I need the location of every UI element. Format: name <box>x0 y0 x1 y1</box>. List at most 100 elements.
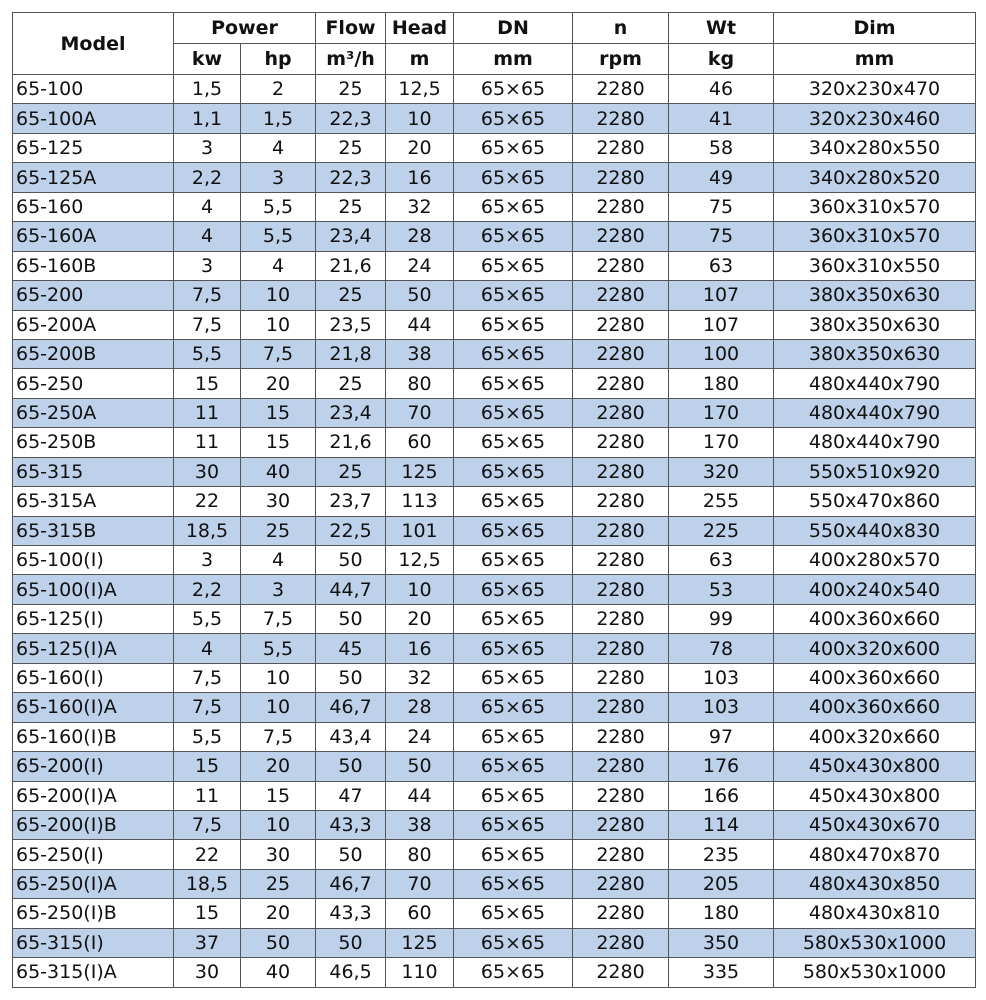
value-cell: 97 <box>668 721 775 753</box>
value-cell: 550x510x920 <box>773 456 977 488</box>
value-cell: 65×65 <box>453 427 574 458</box>
unit-header: hp <box>239 43 317 75</box>
value-cell: 480x440x790 <box>773 368 977 399</box>
value-cell: 65×65 <box>453 456 574 488</box>
value-cell: 16 <box>385 633 455 664</box>
table-row: 65-250(I) 22 30 50 80 65×65 2280 235 480x470x870 <box>12 839 977 870</box>
value-cell: 110 <box>385 957 455 988</box>
value-cell: 53 <box>668 574 775 605</box>
value-cell: 78 <box>668 633 775 664</box>
table-row: 65-125A 2,2 3 22,3 16 65×65 2280 49 340x280x520 <box>12 162 977 193</box>
table-row: 65-250(I)A 18,5 25 46,7 70 65×65 2280 205 480x43… <box>12 868 977 900</box>
model-cell: 65-200(I) <box>12 751 174 782</box>
value-cell: 50 <box>385 751 455 782</box>
value-cell: 2280 <box>572 191 670 223</box>
value-cell: 20 <box>239 751 317 782</box>
value-cell: 2280 <box>572 809 670 841</box>
table-row: 65-315(I) 37 50 50 125 65×65 2280 350 580x530x10… <box>12 927 977 959</box>
value-cell: 80 <box>385 368 455 399</box>
table-row: 65-250B 11 15 21,6 60 65×65 2280 170 480x440x790 <box>12 427 977 458</box>
header-row: Model Power Flow Head DN n Wt Dim <box>12 12 977 75</box>
value-cell: 2280 <box>572 456 670 488</box>
value-cell: 5,5 <box>239 633 317 664</box>
table-row: 65-200(I)B 7,5 10 43,3 38 65×65 2280 114 450x430… <box>12 809 977 841</box>
table-row: 65-125 3 4 25 20 65×65 2280 58 340x280x550 <box>12 132 977 164</box>
value-cell: 170 <box>668 397 775 429</box>
value-cell: 43,4 <box>315 721 387 753</box>
value-cell: 60 <box>385 427 455 458</box>
table-row: 65-100A 1,1 1,5 22,3 10 65×65 2280 41 320x230x46… <box>12 103 977 134</box>
value-cell: 25 <box>315 191 387 223</box>
table-body: 65-100 1,5 2 25 12,5 65×65 2280 46 320x230x470 65… <box>12 73 977 988</box>
table-row: 65-160 4 5,5 25 32 65×65 2280 75 360x310x570 <box>12 191 977 223</box>
value-cell: 46,5 <box>315 957 387 988</box>
value-cell: 28 <box>385 221 455 252</box>
unit-header: mm <box>773 43 977 75</box>
value-cell: 205 <box>668 868 775 900</box>
unit-header: m³/h <box>315 43 387 75</box>
value-cell: 50 <box>315 751 387 782</box>
value-cell: 50 <box>315 662 387 694</box>
value-cell: 176 <box>668 751 775 782</box>
value-cell: 320x230x460 <box>773 103 977 134</box>
value-cell: 12,5 <box>385 73 455 105</box>
value-cell: 125 <box>385 456 455 488</box>
table-row: 65-200B 5,5 7,5 21,8 38 65×65 2280 100 380x350x6… <box>12 338 977 370</box>
value-cell: 65×65 <box>453 574 574 605</box>
value-cell: 75 <box>668 221 775 252</box>
value-cell: 63 <box>668 544 775 576</box>
value-cell: 50 <box>239 927 317 959</box>
model-cell: 65-200(I)A <box>12 780 174 811</box>
value-cell: 400x360x660 <box>773 692 977 723</box>
value-cell: 4 <box>239 132 317 164</box>
value-cell: 16 <box>385 162 455 193</box>
value-cell: 11 <box>173 780 241 811</box>
spec-table: Model Power Flow Head DN n Wt Dim kw hp m³/h m mm rpm… <box>12 12 977 988</box>
value-cell: 5,5 <box>173 603 241 635</box>
value-cell: 70 <box>385 868 455 900</box>
model-cell: 65-125 <box>12 132 174 164</box>
value-cell: 40 <box>239 957 317 988</box>
value-cell: 550x440x830 <box>773 515 977 547</box>
value-cell: 380x350x630 <box>773 338 977 370</box>
value-cell: 113 <box>385 486 455 517</box>
value-cell: 65×65 <box>453 633 574 664</box>
column-header: Wt <box>668 12 775 44</box>
value-cell: 170 <box>668 427 775 458</box>
value-cell: 20 <box>239 368 317 399</box>
model-cell: 65-250(I) <box>12 839 174 870</box>
value-cell: 7,5 <box>173 309 241 340</box>
table-row: 65-250A 11 15 23,4 70 65×65 2280 170 480x440x790 <box>12 397 977 429</box>
value-cell: 2280 <box>572 662 670 694</box>
value-cell: 450x430x670 <box>773 809 977 841</box>
value-cell: 46,7 <box>315 692 387 723</box>
value-cell: 4 <box>239 544 317 576</box>
value-cell: 50 <box>315 927 387 959</box>
table-header: Model Power Flow Head DN n Wt Dim kw hp m³/h m mm rpm… <box>12 12 977 75</box>
value-cell: 360x310x570 <box>773 221 977 252</box>
value-cell: 23,5 <box>315 309 387 340</box>
value-cell: 21,8 <box>315 338 387 370</box>
value-cell: 10 <box>239 692 317 723</box>
model-cell: 65-160(I) <box>12 662 174 694</box>
value-cell: 24 <box>385 721 455 753</box>
value-cell: 65×65 <box>453 486 574 517</box>
value-cell: 75 <box>668 191 775 223</box>
model-cell: 65-100 <box>12 73 174 105</box>
value-cell: 47 <box>315 780 387 811</box>
value-cell: 7,5 <box>173 280 241 311</box>
value-cell: 65×65 <box>453 397 574 429</box>
value-cell: 360x310x570 <box>773 191 977 223</box>
model-cell: 65-250A <box>12 397 174 429</box>
value-cell: 107 <box>668 309 775 340</box>
value-cell: 4 <box>173 633 241 664</box>
value-cell: 65×65 <box>453 721 574 753</box>
table-row: 65-315B 18,5 25 22,5 101 65×65 2280 225 550x440x… <box>12 515 977 547</box>
value-cell: 480x430x810 <box>773 898 977 929</box>
value-cell: 2,2 <box>173 574 241 605</box>
value-cell: 80 <box>385 839 455 870</box>
model-cell: 65-160B <box>12 250 174 282</box>
value-cell: 2280 <box>572 868 670 900</box>
value-cell: 107 <box>668 280 775 311</box>
table-row: 65-160B 3 4 21,6 24 65×65 2280 63 360x310x550 <box>12 250 977 282</box>
